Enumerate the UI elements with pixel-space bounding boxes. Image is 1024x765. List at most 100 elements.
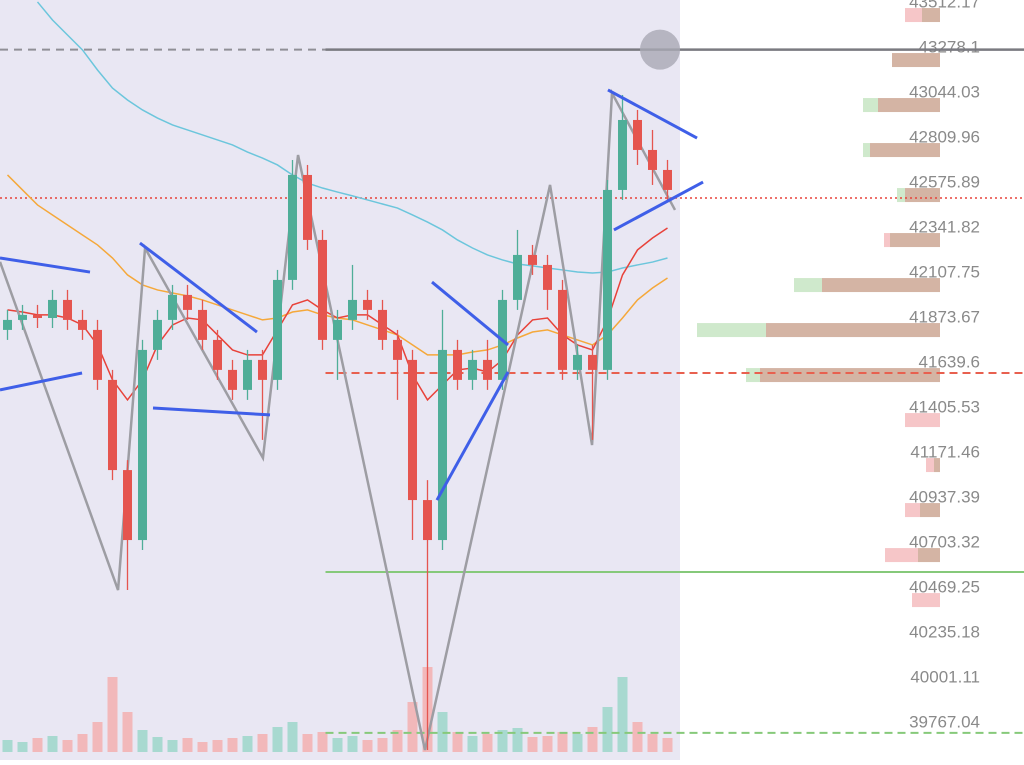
candle-body (3, 319, 12, 330)
volume-bar (632, 722, 643, 752)
book-base (822, 278, 940, 293)
candle-body (513, 254, 522, 300)
volume-bar (512, 728, 523, 752)
y-tick-label: 40001.11 (910, 668, 980, 687)
candle-body (603, 189, 612, 370)
candle-body (288, 174, 297, 280)
volume-bar (152, 737, 163, 752)
candle-body (588, 354, 597, 370)
plot-background (0, 0, 680, 760)
book-base (878, 98, 940, 113)
volume-bar (92, 722, 103, 752)
volume-bar (242, 736, 253, 752)
volume-bar (137, 730, 148, 752)
candle-body (108, 379, 117, 471)
volume-bar (377, 738, 388, 752)
candle-body (648, 149, 657, 170)
book-ask (905, 413, 940, 428)
volume-bar (107, 677, 118, 752)
y-tick-label: 40469.25 (909, 578, 980, 597)
book-base (918, 548, 940, 563)
volume-bar (272, 727, 283, 752)
y-tick-label: 43278.1 (919, 38, 980, 57)
candle-body (138, 349, 147, 541)
volume-bar (212, 740, 223, 752)
candle-body (48, 299, 57, 318)
moving-average (36, 1, 668, 274)
book-bid (863, 143, 870, 158)
volume-bar (332, 738, 343, 752)
volume-bar (167, 740, 178, 752)
candle-body (618, 119, 627, 190)
book-base (920, 503, 940, 518)
y-tick-label: 42809.96 (909, 128, 980, 147)
volume-bar (587, 727, 598, 752)
volume-bar (542, 736, 553, 752)
volume-bar (197, 742, 208, 752)
book-bid (863, 98, 878, 113)
book-ask (885, 548, 918, 563)
volume-bar (47, 736, 58, 752)
zigzag (0, 88, 677, 751)
candle-body (93, 329, 102, 380)
candle-body (168, 294, 177, 320)
volume-bar (227, 738, 238, 752)
book-ask (905, 8, 922, 23)
volume-bar (527, 737, 538, 752)
candle-body (348, 299, 357, 320)
volume-bar (62, 740, 73, 752)
volume-bar (32, 738, 43, 752)
volume-bar (287, 722, 298, 752)
trendline (613, 180, 704, 232)
volume-bar (2, 740, 13, 752)
candle-body (573, 354, 582, 370)
trendline (431, 280, 510, 347)
y-tick-label: 39767.04 (909, 713, 980, 732)
candle-body (153, 319, 162, 350)
volume-bar (557, 732, 568, 752)
candle-body (393, 339, 402, 360)
y-tick-label: 42575.89 (909, 173, 980, 192)
trendline (607, 88, 698, 140)
y-tick-label: 42341.82 (909, 218, 980, 237)
price-marker (640, 29, 680, 70)
candle-body (333, 319, 342, 340)
candle-body (663, 169, 672, 190)
book-base (892, 53, 940, 68)
book-bid (697, 323, 766, 338)
y-tick-label: 41171.46 (910, 443, 980, 462)
candle-body (18, 314, 27, 320)
volume-bar (182, 738, 193, 752)
book-ask (926, 458, 934, 473)
book-base (766, 323, 940, 338)
y-tick-label: 41639.6 (919, 353, 980, 372)
y-tick-label: 43044.03 (909, 83, 980, 102)
book-base (934, 458, 940, 473)
trendline (435, 371, 510, 501)
book-ask (905, 503, 920, 518)
candle-body (408, 359, 417, 501)
volume-bar (572, 734, 583, 752)
candle-body (378, 309, 387, 340)
candle-body (468, 359, 477, 380)
trendline (139, 241, 258, 334)
candle-body (318, 239, 327, 340)
volume-bar (602, 707, 613, 752)
candle-body (453, 349, 462, 380)
candle-body (483, 359, 492, 380)
volume-bar (302, 734, 313, 752)
candle-body (303, 174, 312, 240)
y-tick-label: 41405.53 (909, 398, 980, 417)
candle-body (543, 264, 552, 290)
book-bid (897, 188, 905, 203)
volume-bar (662, 738, 673, 752)
volume-bar (392, 730, 403, 752)
candle-body (558, 289, 567, 370)
candle-body (63, 299, 72, 320)
candle-body (228, 369, 237, 390)
volume-bar (467, 736, 478, 752)
candle-body (258, 359, 267, 380)
candle-body (423, 500, 432, 541)
